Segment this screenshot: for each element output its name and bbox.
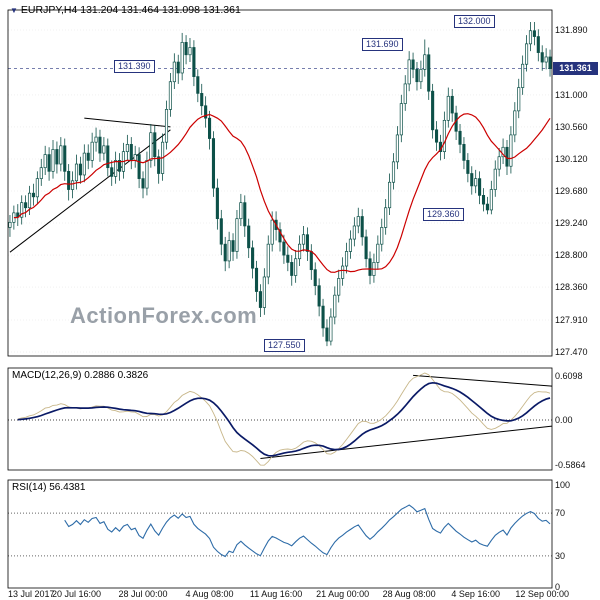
- current-price-tag: 131.361: [553, 62, 598, 75]
- rsi-axis-label: 30: [555, 551, 565, 561]
- sr-level-label: 132.000: [454, 15, 495, 28]
- sr-level-label: 129.360: [423, 208, 464, 221]
- time-axis-label: 12 Sep 00:00: [515, 589, 569, 599]
- rsi-axis-label: 0: [555, 582, 560, 592]
- price-axis-label: 128.800: [555, 250, 588, 260]
- price-axis-label: 127.910: [555, 315, 588, 325]
- price-trendlines: [9, 117, 171, 253]
- sr-level-label: 131.390: [114, 60, 155, 73]
- sr-level-label: 131.690: [362, 38, 403, 51]
- macd-title: MACD(12,26,9) 0.2886 0.3826: [12, 370, 149, 381]
- macd-line: [17, 381, 551, 457]
- price-axis-label: 130.120: [555, 154, 588, 164]
- time-axis-label: 13 Jul 2017: [8, 589, 55, 599]
- price-axis-label: 130.560: [555, 122, 588, 132]
- price-axis-label: 128.360: [555, 282, 588, 292]
- price-axis-label: 131.890: [555, 25, 588, 35]
- symbol-ohlc-title: EURJPY,H4 131.204 131.464 131.098 131.36…: [20, 4, 241, 16]
- rsi-title: RSI(14) 56.4381: [12, 482, 86, 493]
- chart-title: ▼ EURJPY,H4 131.204 131.464 131.098 131.3…: [10, 4, 241, 16]
- price-axis-label: 129.240: [555, 218, 588, 228]
- macd-axis-label: 0.00: [555, 415, 573, 425]
- macd-axis-label: 0.6098: [555, 371, 583, 381]
- macd-trendlines: [260, 374, 553, 459]
- time-axis-label: 4 Sep 16:00: [451, 589, 500, 599]
- price-axis-label: 127.470: [555, 347, 588, 357]
- macd-axis-label: -0.5864: [555, 460, 586, 470]
- sr-level-label: 127.550: [264, 339, 305, 352]
- price-axis-label: 129.680: [555, 186, 588, 196]
- candles-series: [8, 21, 552, 347]
- time-axis-label: 20 Jul 16:00: [52, 589, 101, 599]
- macd-axis-labels: 0.6098 0.00 -0.5864: [555, 371, 586, 470]
- rsi-axis-labels: 100 70 30 0: [555, 480, 570, 592]
- time-axis-label: 28 Jul 00:00: [118, 589, 167, 599]
- rsi-line: [64, 504, 551, 558]
- rsi-axis-label: 100: [555, 480, 570, 490]
- price-axis-labels: 131.890 131.000 130.560 130.120 129.680 129.2…: [555, 25, 588, 357]
- rsi-axis-label: 70: [555, 508, 565, 518]
- watermark: ActionForex.com: [70, 303, 258, 328]
- panel-border: [7, 9, 553, 357]
- time-axis-label: 4 Aug 08:00: [186, 589, 234, 599]
- panel-border: [7, 367, 553, 471]
- ma-line: [13, 113, 551, 273]
- price-gridlines: [8, 29, 552, 353]
- rsi-gridlines: [8, 512, 552, 557]
- time-axis-label: 21 Aug 00:00: [316, 589, 369, 599]
- price-axis-label: 131.000: [555, 90, 588, 100]
- panel-border: [7, 479, 553, 589]
- time-axis-label: 11 Aug 16:00: [250, 589, 302, 599]
- symbol-dropdown-icon[interactable]: ▼: [10, 6, 18, 15]
- time-axis-label: 28 Aug 08:00: [383, 589, 436, 599]
- macd-signal-line: [17, 372, 551, 466]
